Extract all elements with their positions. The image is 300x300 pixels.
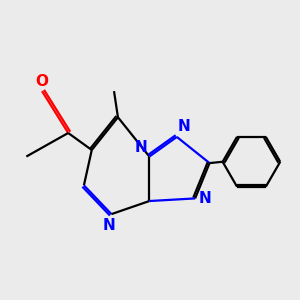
Text: N: N: [103, 218, 116, 233]
Text: O: O: [35, 74, 49, 89]
Text: N: N: [199, 191, 212, 206]
Text: N: N: [135, 140, 147, 154]
Text: N: N: [178, 119, 190, 134]
